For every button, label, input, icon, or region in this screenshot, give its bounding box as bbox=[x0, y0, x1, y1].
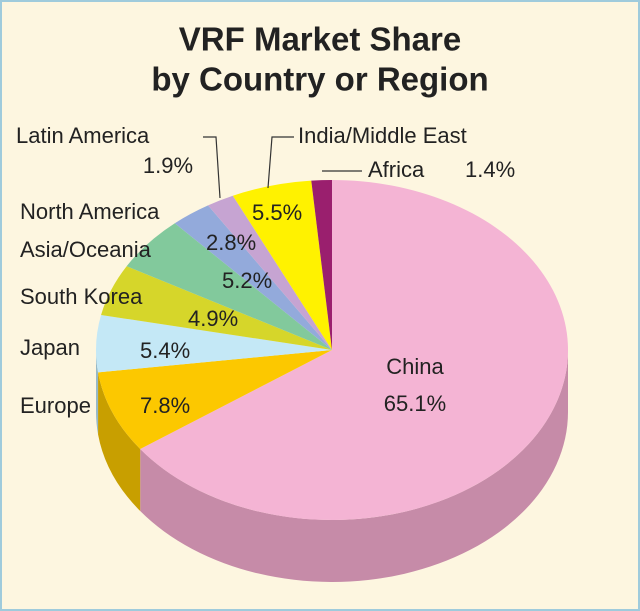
slice-value: 2.8% bbox=[206, 230, 256, 255]
slice bbox=[101, 266, 333, 350]
slice-name: Latin America bbox=[16, 123, 150, 148]
slice bbox=[126, 223, 333, 350]
slice-name: Asia/Oceania bbox=[20, 237, 152, 262]
leader-line bbox=[267, 136, 294, 189]
slice-name: Africa bbox=[368, 157, 425, 182]
slice bbox=[208, 195, 332, 350]
slice-value: 7.8% bbox=[140, 393, 190, 418]
slice-name: India/Middle East bbox=[298, 123, 467, 148]
slice bbox=[232, 180, 332, 350]
slice bbox=[174, 205, 332, 350]
slice-name: Japan bbox=[20, 335, 80, 360]
slice bbox=[95, 315, 332, 373]
slice-name: Europe bbox=[20, 393, 91, 418]
slice-side bbox=[98, 372, 141, 512]
slice-side bbox=[96, 350, 99, 435]
chart-title: VRF Market Share bbox=[179, 21, 461, 58]
slice bbox=[98, 350, 333, 450]
slice-value: 1.4% bbox=[465, 157, 515, 182]
slice-value: 5.4% bbox=[140, 338, 190, 363]
chart-title: by Country or Region bbox=[151, 61, 488, 98]
slice-value: 1.9% bbox=[143, 153, 193, 178]
slice-name: South Korea bbox=[20, 284, 143, 309]
slice-value: 4.9% bbox=[188, 306, 238, 331]
leader-line bbox=[203, 136, 221, 199]
slice-name: China bbox=[386, 354, 444, 379]
slice-side bbox=[140, 350, 569, 583]
slice-value: 65.1% bbox=[384, 391, 446, 416]
slice-value: 5.5% bbox=[252, 200, 302, 225]
slice-value: 5.2% bbox=[222, 268, 272, 293]
slice bbox=[311, 180, 332, 350]
slice bbox=[140, 180, 569, 521]
slice-name: North America bbox=[20, 199, 160, 224]
